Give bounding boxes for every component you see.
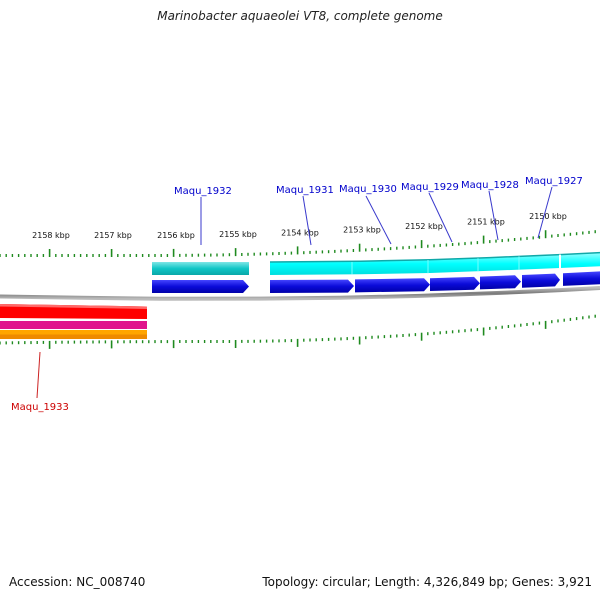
gene-callout-lines: [36, 186, 553, 399]
cds-arrow-maqu-1930[interactable]: [355, 278, 430, 293]
gene-track-top-edge: [269, 251, 600, 263]
gene-label-maqu-1928[interactable]: Maqu_1928: [461, 180, 519, 191]
cds-arrow-maqu-1932[interactable]: [152, 280, 249, 293]
reverse-gene-track: [0, 304, 147, 339]
cds-arrow-partial[interactable]: [563, 271, 600, 286]
scale-label: 2158 kbp: [32, 231, 70, 240]
scale-label: 2156 kbp: [157, 231, 195, 240]
forward-gene-track: [152, 251, 600, 275]
cds-arrow-maqu-1927[interactable]: [522, 273, 560, 288]
scale-label: 2155 kbp: [219, 230, 257, 239]
scale-label: 2154 kbp: [281, 228, 319, 237]
forward-scale-ticks: [0, 230, 596, 257]
reverse-scale-ticks: [0, 314, 596, 349]
gene-feature-maqu-1933-highlight: [0, 304, 147, 309]
scale-label: 2152 kbp: [405, 222, 443, 231]
gene-label-maqu-1932[interactable]: Maqu_1932: [174, 186, 232, 197]
cds-arrow-maqu-1928[interactable]: [480, 275, 521, 290]
genome-backbone: [0, 286, 600, 301]
scale-labels: 2158 kbp 2157 kbp 2156 kbp 2155 kbp 2154 kbp…: [32, 212, 567, 240]
reverse-feature-magenta[interactable]: [0, 321, 147, 329]
cds-arrow-maqu-1929[interactable]: [430, 276, 480, 291]
gene-feature-maqu-1931-1927[interactable]: [270, 252, 600, 275]
genome-summary-text: Topology: circular; Length: 4,326,849 bp…: [262, 575, 592, 589]
gene-label-maqu-1927[interactable]: Maqu_1927: [525, 176, 583, 187]
gene-label-maqu-1931[interactable]: Maqu_1931: [276, 185, 334, 196]
scale-label: 2157 kbp: [94, 231, 132, 240]
cds-arrow-maqu-1931[interactable]: [270, 279, 354, 293]
scale-label: 2150 kbp: [529, 212, 567, 221]
accession-text: Accession: NC_008740: [9, 575, 146, 589]
scale-label: 2151 kbp: [467, 218, 505, 227]
gene-label-maqu-1933[interactable]: Maqu_1933: [11, 402, 69, 413]
reverse-feature-orange-shade: [0, 334, 147, 339]
forward-cds-track: [152, 271, 600, 293]
scale-label: 2153 kbp: [343, 226, 381, 235]
gene-labels: Maqu_1932 Maqu_1931 Maqu_1930 Maqu_1929 …: [11, 176, 583, 413]
gene-feature-maqu-1932[interactable]: [152, 262, 249, 275]
map-title: Marinobacter aquaeolei VT8, complete gen…: [157, 9, 443, 23]
gene-label-maqu-1929[interactable]: Maqu_1929: [401, 182, 459, 193]
gene-label-maqu-1930[interactable]: Maqu_1930: [339, 184, 397, 195]
